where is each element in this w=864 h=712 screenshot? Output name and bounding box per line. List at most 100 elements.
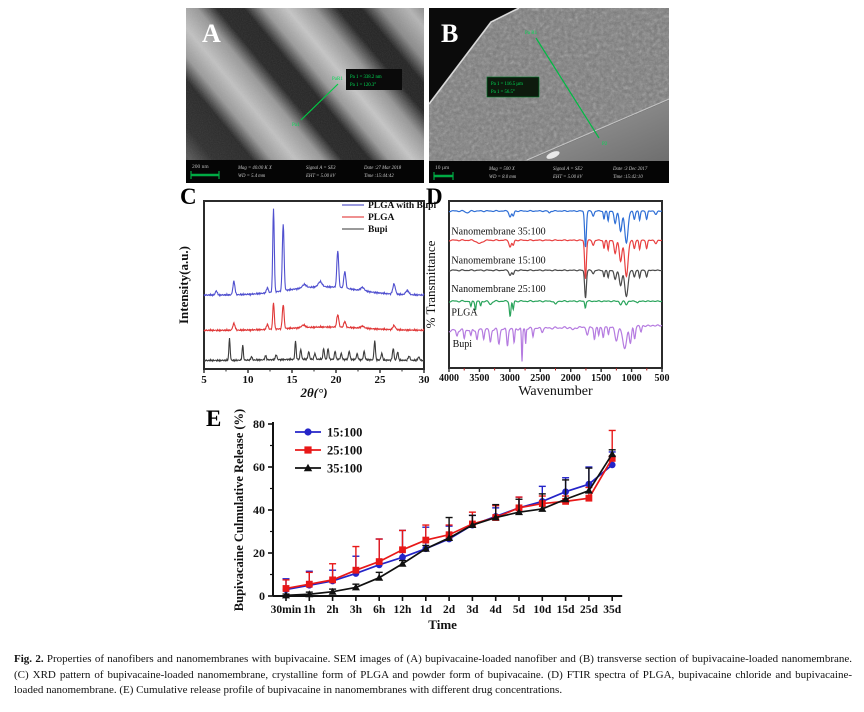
ftir-tick-label: 1500 xyxy=(591,373,611,384)
data-point-triangle xyxy=(608,450,617,458)
release-xtick-label: 15d xyxy=(557,604,576,616)
release-xtick-label: 3d xyxy=(466,604,479,616)
ftir-series-PLGA xyxy=(448,299,663,317)
release-xtick-label: 35d xyxy=(603,604,622,616)
ftir-curve-label: Nanomembrane 25:100 xyxy=(451,284,545,295)
data-point-triangle xyxy=(282,591,290,599)
data-point-square xyxy=(304,446,312,454)
release-legend-item: 15:100 xyxy=(295,426,362,440)
release-xtick-label: 1d xyxy=(420,604,433,616)
measure-value-1: Pa 1 = 116.5 µm xyxy=(491,82,523,87)
data-point-triangle xyxy=(303,463,313,472)
ftir-series-Bupi xyxy=(448,324,663,362)
sem-a-measurement: Pa1 PaR1 Pa 1 = 338.2 nm Pa 1 = 120.3° xyxy=(292,69,402,128)
meta-time: Time :15:44:42 xyxy=(364,174,394,179)
xrd-chart: 5 10 15 20 25 30 2θ(°) Intensity(a.u.) PLGA with… xyxy=(176,200,436,398)
sem-b-statusbar: 10 µm Mag = 500 X WD = 8.0 mm Signal A =… xyxy=(429,161,669,183)
xrd-series-PLGA-with-Bupi xyxy=(203,208,425,298)
xrd-tick-label: 25 xyxy=(375,374,387,386)
xrd-xaxis-title: 2θ(°) xyxy=(299,385,327,398)
release-xaxis-title: Time xyxy=(428,617,457,632)
ftir-chart: Nanomembrane 35:100 Nanomembrane 15:100 Na… xyxy=(425,200,670,399)
xrd-legend-label: PLGA with Bupi xyxy=(368,201,436,211)
measure-point-start-label: Pa1 xyxy=(292,123,300,128)
data-point-triangle xyxy=(468,521,477,529)
xrd-tick-label: 30 xyxy=(419,374,431,386)
data-point-circle xyxy=(399,553,406,561)
sem-b-measurement: Pa R1 P2 Pa 1 = 116.5 µm Pa 1 = 56.5° xyxy=(486,31,608,147)
data-point-triangle xyxy=(328,587,337,595)
meta-mag: Mag = 500 X xyxy=(488,167,516,172)
data-point-triangle xyxy=(421,544,430,552)
sem-a-statusbar: 200 nm Mag = 40.00 K X WD = 5.4 mm Signa… xyxy=(186,160,424,183)
data-point-square xyxy=(422,536,430,544)
data-point-triangle xyxy=(561,495,570,503)
data-point-triangle xyxy=(375,573,384,581)
data-point-triangle xyxy=(351,583,360,591)
data-point-circle xyxy=(304,428,312,436)
figure-caption: Fig. 2. Properties of nanofibers and nan… xyxy=(14,652,852,699)
ftir-tick-label: 3000 xyxy=(500,373,520,384)
sem-image-membrane-section: Pa R1 P2 Pa 1 = 116.5 µm Pa 1 = 56.5° B … xyxy=(429,8,669,183)
meta-time: Time :15:42:10 xyxy=(613,175,643,180)
scale-bar-label: 10 µm xyxy=(435,165,450,171)
ftir-series-Nanomembrane-25:100 xyxy=(448,269,663,299)
data-point-triangle xyxy=(445,533,454,541)
release-ytick-label: 40 xyxy=(253,503,265,517)
xrd-tick-label: 10 xyxy=(243,374,255,386)
data-point-triangle xyxy=(538,504,547,512)
ftir-tick-label: 500 xyxy=(655,373,670,384)
measure-point-end-label: PaR1 xyxy=(332,77,343,82)
ftir-curve-label: Nanomembrane 15:100 xyxy=(451,256,545,267)
data-point-square xyxy=(352,566,360,574)
data-point-square xyxy=(375,558,383,565)
release-series-35-100 xyxy=(282,449,617,599)
meta-date: Date :27 Mar 2018 xyxy=(363,166,402,171)
ftir-tick-label: 2000 xyxy=(561,373,581,384)
scale-bar-label: 200 nm xyxy=(192,164,209,170)
xrd-series-PLGA xyxy=(203,302,425,333)
xrd-legend-label: PLGA xyxy=(368,213,395,223)
xrd-tick-label: 5 xyxy=(201,374,207,386)
ftir-xaxis-title: Wavenumber xyxy=(518,384,593,399)
release-ytick-label: 80 xyxy=(253,417,265,431)
release-legend-item: 35:100 xyxy=(295,462,362,476)
xrd-series-Bupi xyxy=(203,338,425,363)
ftir-yaxis-title: % Transmittance xyxy=(425,240,438,328)
panel-d-letter: D xyxy=(426,184,443,209)
data-point-triangle xyxy=(305,590,314,598)
meta-signal: Signal A = SE2 xyxy=(553,167,583,172)
release-ytick-label: 20 xyxy=(253,546,265,560)
release-legend-label: 35:100 xyxy=(327,462,362,476)
data-point-square xyxy=(399,546,406,554)
ftir-curve-label: Nanomembrane 35:100 xyxy=(451,226,545,237)
sem-image-nanofiber: Pa1 PaR1 Pa 1 = 338.2 nm Pa 1 = 120.3° A… xyxy=(186,8,424,183)
release-xtick-label: 10d xyxy=(533,604,552,616)
release-xtick-label: 25d xyxy=(580,604,599,616)
panel-e-letter: E xyxy=(206,406,222,431)
meta-eht: EHT = 5.00 kV xyxy=(552,175,583,180)
data-point-square xyxy=(282,585,290,592)
ftir-curve-label: Bupi xyxy=(453,339,473,350)
ftir-tick-label: 2500 xyxy=(530,373,550,384)
meta-signal: Signal A = SE3 xyxy=(306,166,336,171)
xrd-legend-label: Bupi xyxy=(368,225,388,235)
meta-date: Date :3 Dec 2017 xyxy=(612,167,648,172)
release-chart: 0 20 40 60 80 30min 1h 2h 3h 6h 12h 1d 2d 3d 4d 5d 10d 15… xyxy=(232,409,623,632)
ftir-tick-label: 3500 xyxy=(469,373,489,384)
release-xtick-label: 4d xyxy=(490,604,503,616)
caption-label: Fig. 2. xyxy=(14,653,44,665)
release-xtick-label: 30min xyxy=(271,604,302,616)
data-point-square xyxy=(305,580,313,588)
measure-point-end-label: P2 xyxy=(602,142,608,147)
ftir-series-Nanomembrane-15:100 xyxy=(448,239,663,279)
ftir-tick-label: 1000 xyxy=(622,373,642,384)
xrd-tick-label: 15 xyxy=(287,374,299,386)
release-xtick-label: 1h xyxy=(303,604,316,616)
data-point-triangle xyxy=(584,486,593,494)
measure-value-2: Pa 1 = 120.3° xyxy=(350,83,376,88)
panel-a-letter: A xyxy=(202,19,221,48)
data-point-square xyxy=(608,455,616,462)
measure-value-2: Pa 1 = 56.5° xyxy=(491,90,515,95)
